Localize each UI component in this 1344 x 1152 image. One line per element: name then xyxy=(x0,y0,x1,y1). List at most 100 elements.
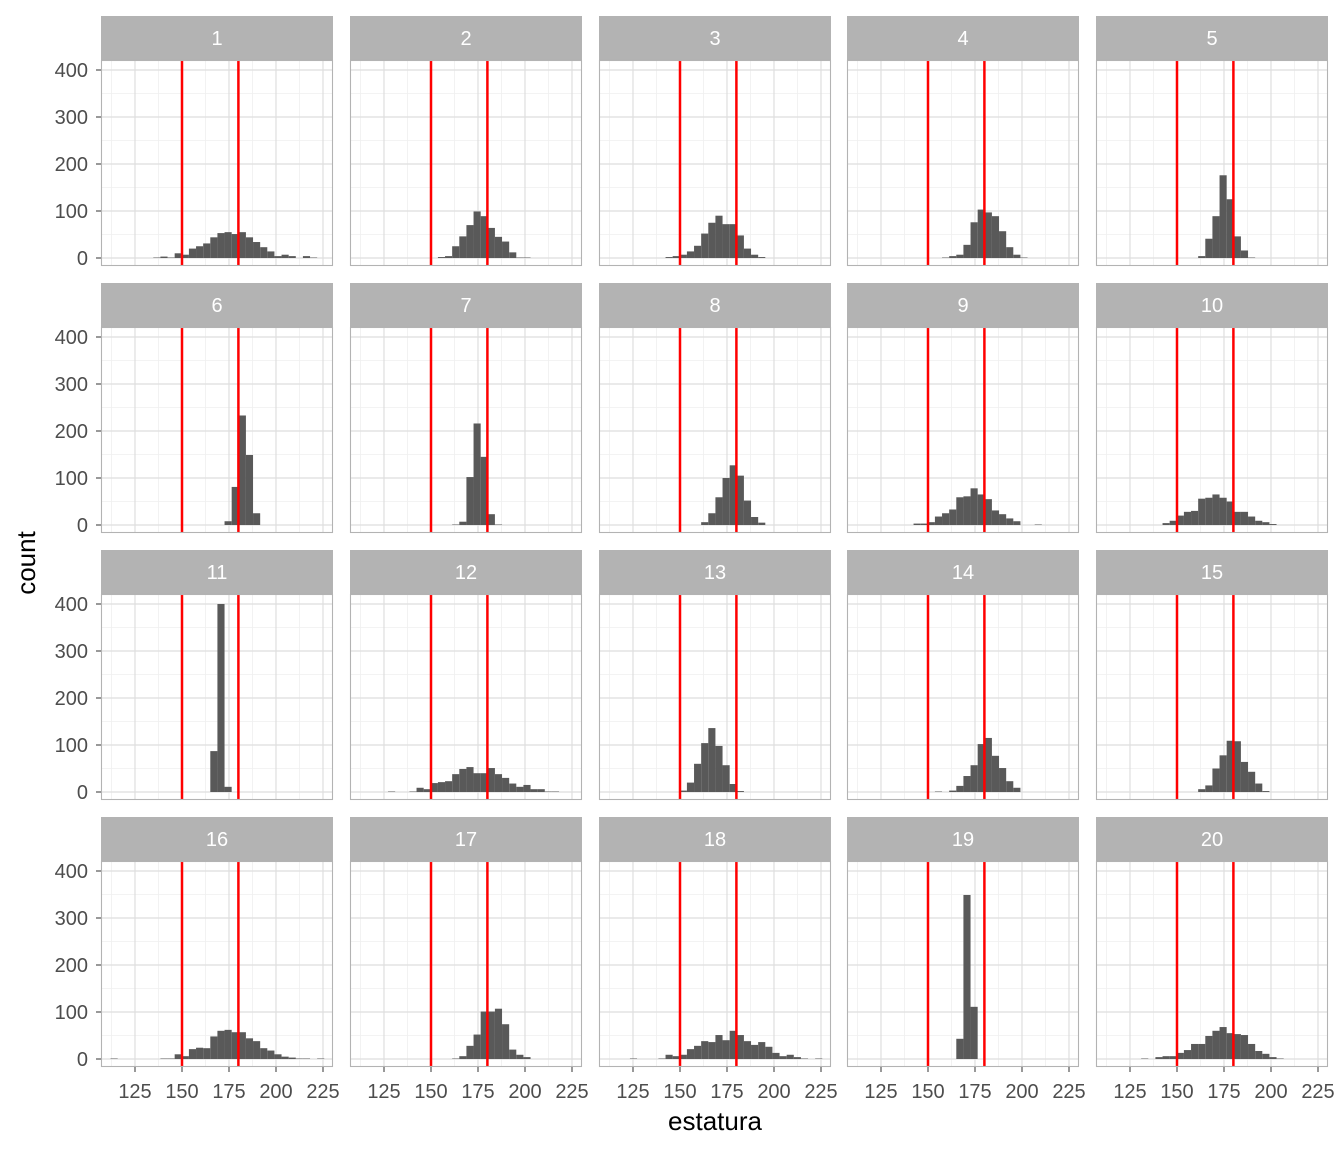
y-tick-label: 100 xyxy=(55,468,88,490)
y-tick-label: 100 xyxy=(55,735,88,757)
histogram-bar xyxy=(736,475,744,525)
histogram-bar xyxy=(445,256,453,258)
histogram-bar xyxy=(416,787,424,792)
panel-border xyxy=(100,59,334,267)
histogram-bar xyxy=(686,782,695,792)
histogram-bar xyxy=(1183,1050,1192,1059)
histogram-bar xyxy=(480,1011,488,1059)
x-tick-label: 150 xyxy=(911,1081,944,1103)
histogram-bar xyxy=(672,1056,680,1059)
panel-border xyxy=(100,326,334,534)
facet-strip xyxy=(350,16,582,60)
histogram-bar xyxy=(722,1040,730,1059)
histogram-bar xyxy=(217,1030,225,1059)
facet-strip-label: 19 xyxy=(952,829,974,851)
histogram-bar xyxy=(281,254,289,258)
facet-strip xyxy=(101,283,333,327)
histogram-bar xyxy=(452,774,460,792)
histogram-bar xyxy=(253,513,261,525)
facet-panel-9: 9 xyxy=(846,283,1080,534)
histogram-bar xyxy=(494,774,503,792)
histogram-bar xyxy=(1013,254,1021,258)
facet-panel-19: 19 125 150 175 200 225 xyxy=(846,817,1086,1103)
histogram-bar xyxy=(949,256,957,258)
panel-border xyxy=(349,326,583,534)
histogram-bar xyxy=(793,1057,801,1059)
panel-border xyxy=(598,593,832,801)
facet-strip xyxy=(847,16,1079,60)
histogram-bar xyxy=(437,257,446,258)
histogram-bar xyxy=(1226,1033,1234,1059)
histogram-bar xyxy=(473,423,481,525)
histogram-bar xyxy=(708,222,716,258)
y-tick-label: 300 xyxy=(55,107,88,129)
facet-panel-18: 18 125 150 175 200 225 xyxy=(598,817,838,1103)
histogram-bar xyxy=(708,1042,716,1059)
histogram-bar xyxy=(729,224,737,258)
histogram-bar xyxy=(729,1030,737,1059)
histogram-bar xyxy=(1183,511,1192,525)
histogram-bar xyxy=(188,248,197,258)
facet-panel-6: 6 0 100 200 300 400 xyxy=(55,283,334,537)
y-tick-label: 400 xyxy=(55,327,88,349)
histogram-bar xyxy=(715,1035,723,1059)
x-tick-label: 150 xyxy=(1160,1081,1193,1103)
histogram-bar xyxy=(473,1034,481,1059)
facet-panel-3: 3 xyxy=(598,16,832,267)
histogram-bar xyxy=(751,254,759,258)
histogram-bar xyxy=(686,1049,695,1059)
histogram-bar xyxy=(473,773,481,792)
facet-strip xyxy=(101,817,333,861)
histogram-bar xyxy=(1205,785,1213,792)
histogram-bar xyxy=(913,523,921,525)
y-tick-label: 400 xyxy=(55,594,88,616)
histogram-bar xyxy=(779,1056,787,1059)
histogram-bar xyxy=(174,1054,182,1059)
histogram-bar xyxy=(686,251,695,258)
histogram-bar xyxy=(1006,518,1014,525)
histogram-bar xyxy=(1262,522,1270,525)
histogram-bar xyxy=(516,786,524,792)
facet-strip xyxy=(847,817,1079,861)
histogram-bar xyxy=(217,233,225,258)
histogram-bar xyxy=(743,1041,752,1059)
histogram-bar xyxy=(715,745,723,792)
histogram-bar xyxy=(253,242,261,258)
histogram-bar xyxy=(480,773,488,792)
histogram-bar xyxy=(736,1035,744,1059)
histogram-bar xyxy=(509,1049,517,1059)
histogram-bar xyxy=(1205,497,1213,525)
histogram-bar xyxy=(991,510,1000,525)
histogram-bar xyxy=(679,790,687,792)
y-tick-label: 0 xyxy=(77,248,88,270)
histogram-bar xyxy=(238,1032,246,1059)
histogram-bar xyxy=(1240,1035,1249,1059)
histogram-bar xyxy=(1176,1052,1184,1059)
histogram-bar xyxy=(970,765,978,792)
histogram-bar xyxy=(160,256,168,258)
histogram-bar xyxy=(1212,768,1220,792)
histogram-bar xyxy=(956,254,964,258)
histogram-bar xyxy=(751,517,759,525)
histogram-bar xyxy=(679,254,687,258)
histogram-bar xyxy=(694,1045,702,1059)
histogram-bar xyxy=(1233,1034,1241,1059)
x-tick-label: 175 xyxy=(461,1081,494,1103)
histogram-bar xyxy=(487,227,495,258)
histogram-bar xyxy=(1248,516,1256,525)
histogram-bar xyxy=(487,768,495,792)
histogram-bar xyxy=(1191,1043,1199,1059)
histogram-bar xyxy=(181,1056,189,1059)
facet-strip xyxy=(847,283,1079,327)
histogram-bar xyxy=(758,257,766,258)
histogram-bar xyxy=(758,1042,766,1059)
histogram-bar xyxy=(701,522,709,525)
x-tick-label: 200 xyxy=(1005,1081,1038,1103)
x-tick-label: 125 xyxy=(616,1081,649,1103)
histogram-bar xyxy=(1219,497,1227,525)
histogram-bar xyxy=(722,765,730,792)
histogram-bar xyxy=(267,1050,275,1059)
histogram-bar xyxy=(459,768,467,792)
histogram-bar xyxy=(1226,501,1234,525)
x-tick-label: 225 xyxy=(804,1081,837,1103)
